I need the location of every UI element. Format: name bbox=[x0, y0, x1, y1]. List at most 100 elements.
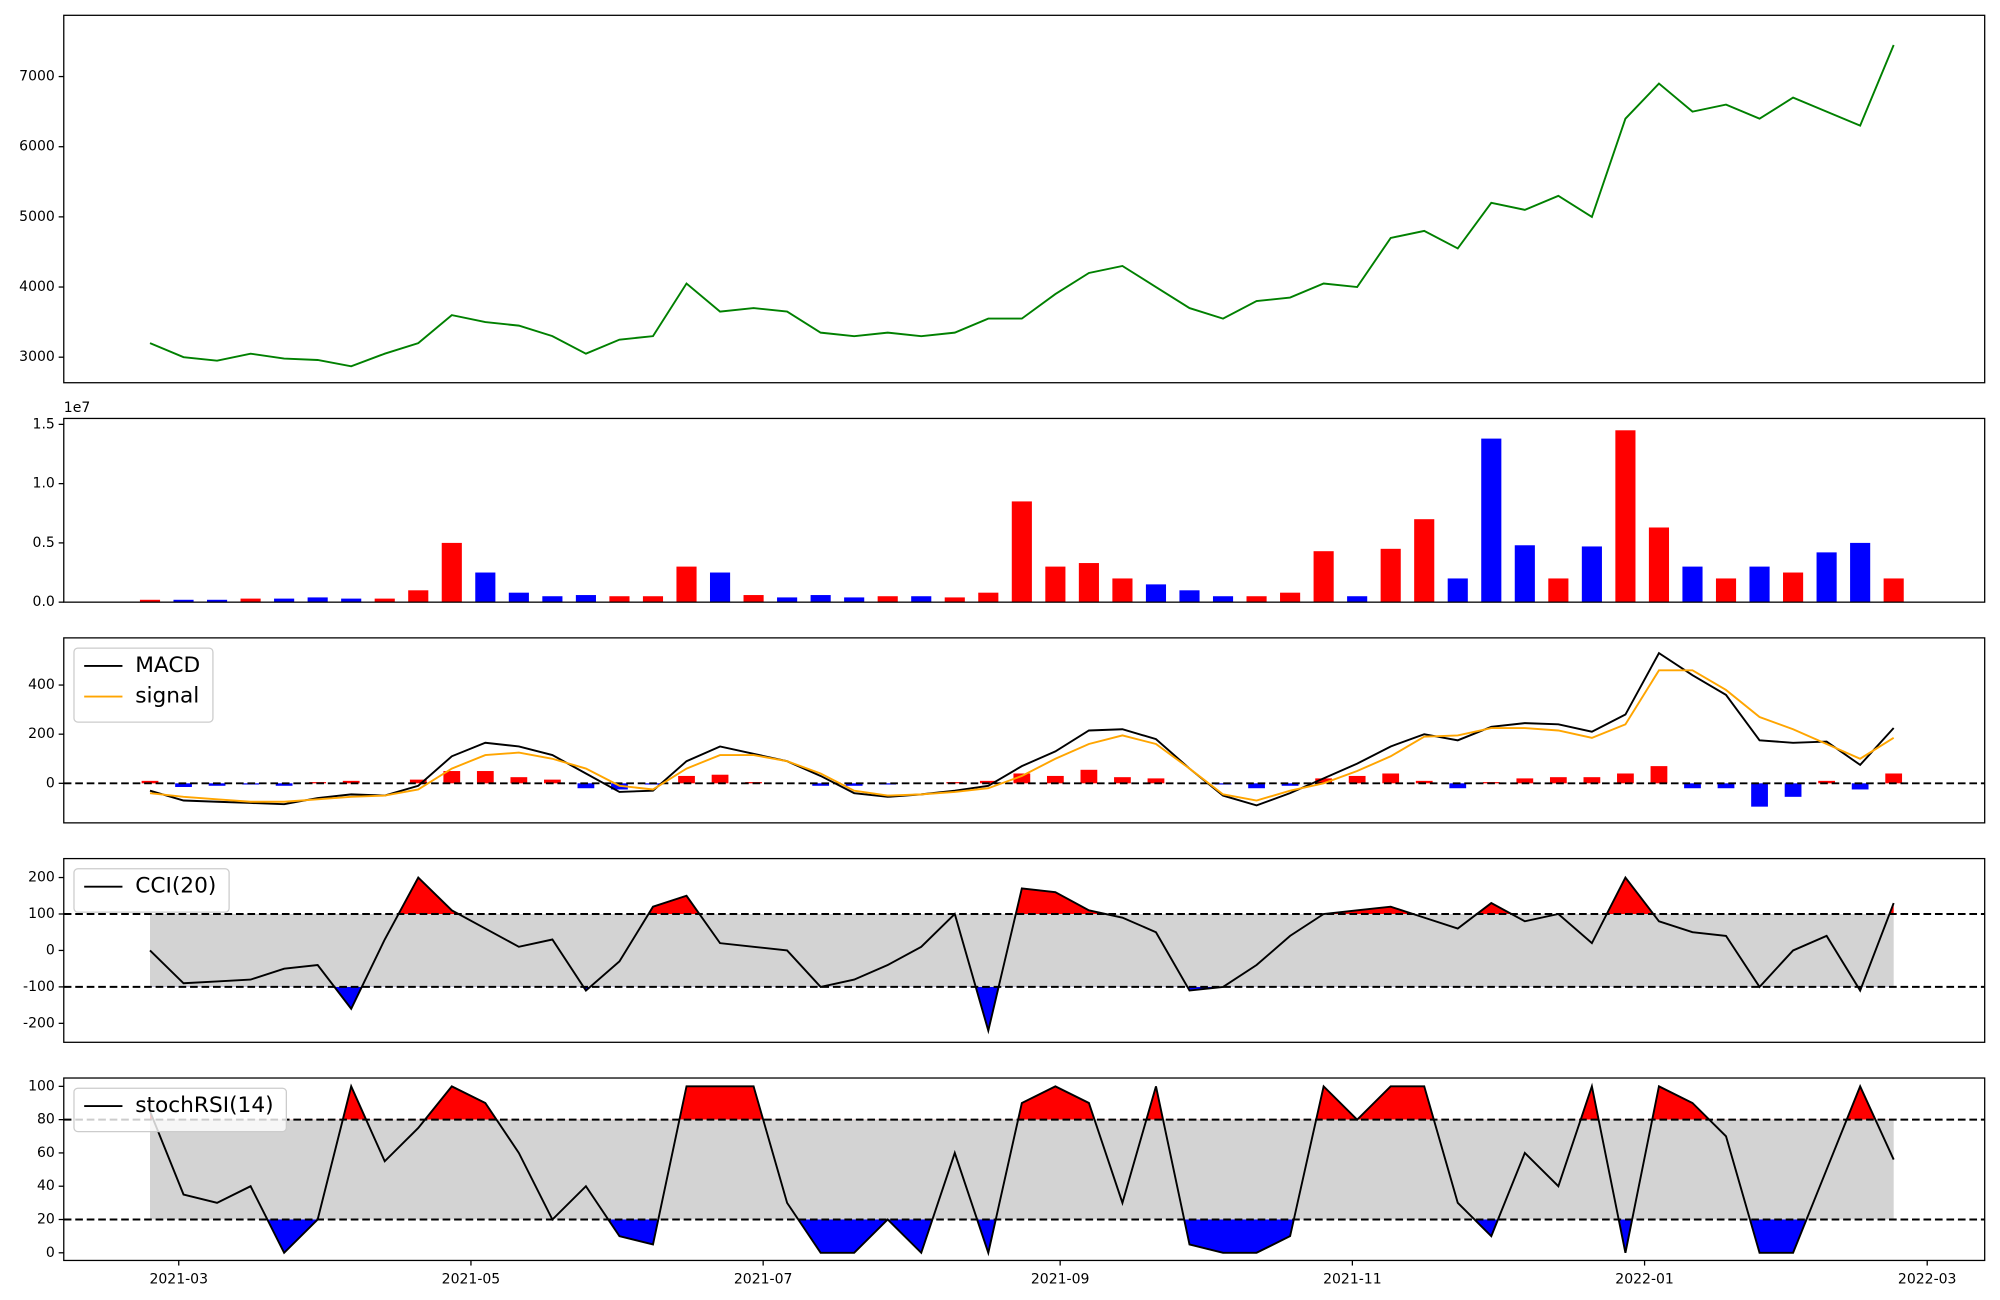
bar bbox=[1648, 527, 1670, 603]
bar bbox=[542, 596, 563, 603]
bar bbox=[139, 599, 161, 603]
legend: MACD signal bbox=[73, 647, 214, 723]
bar bbox=[1682, 566, 1703, 603]
bar bbox=[408, 590, 429, 603]
bar bbox=[978, 592, 999, 603]
axis-offset-label: 1e7 bbox=[64, 400, 90, 416]
bar bbox=[441, 542, 462, 603]
y-tick-label: 0 bbox=[46, 942, 55, 958]
bar bbox=[307, 597, 328, 603]
legend-box bbox=[73, 868, 230, 913]
histogram-bar bbox=[1784, 783, 1802, 797]
bar bbox=[1078, 563, 1099, 603]
x-tick-label: 2021-11 bbox=[1323, 1272, 1382, 1288]
legend-label: signal bbox=[135, 684, 199, 709]
series-line bbox=[149, 669, 1895, 803]
histogram-bar bbox=[1415, 780, 1433, 784]
axes-frame bbox=[63, 417, 1986, 603]
plot-area bbox=[63, 651, 1985, 807]
above-fill bbox=[150, 1086, 1876, 1120]
y-tick-label: 4000 bbox=[19, 279, 55, 295]
y-tick-label: 0.5 bbox=[33, 535, 55, 551]
bar bbox=[1212, 596, 1234, 603]
y-tick-label: 100 bbox=[28, 906, 55, 922]
bar bbox=[1045, 566, 1066, 603]
y-tick-label: 400 bbox=[28, 677, 55, 693]
y-tick-label: 80 bbox=[37, 1112, 55, 1128]
y-tick-label: 100 bbox=[28, 1078, 55, 1094]
bar bbox=[341, 598, 362, 603]
histogram-bar bbox=[1684, 783, 1701, 789]
neutral-band bbox=[150, 1119, 1894, 1220]
bar bbox=[1783, 572, 1804, 603]
series-line bbox=[149, 1082, 1895, 1257]
series-line bbox=[149, 651, 1895, 807]
histogram-bar bbox=[409, 779, 427, 784]
series-line bbox=[149, 44, 1895, 368]
plot-area bbox=[63, 875, 1985, 1035]
legend: CCI(20) bbox=[73, 868, 230, 913]
histogram-bar bbox=[175, 783, 192, 787]
y-tick-label: 3000 bbox=[19, 349, 55, 365]
series-line bbox=[149, 875, 1895, 1035]
bar bbox=[1581, 546, 1602, 603]
histogram-bar bbox=[1147, 778, 1165, 784]
histogram-bar bbox=[1549, 777, 1567, 784]
histogram-bar bbox=[1348, 775, 1366, 784]
x-tick-label: 2021-05 bbox=[442, 1272, 501, 1288]
y-tick-label: 200 bbox=[28, 726, 55, 742]
bar bbox=[1145, 584, 1167, 603]
histogram-bar bbox=[1717, 783, 1735, 789]
bar bbox=[709, 572, 731, 603]
bar bbox=[508, 592, 529, 603]
histogram-bar bbox=[845, 783, 863, 786]
histogram-bar bbox=[342, 780, 360, 784]
bar bbox=[810, 595, 831, 603]
legend-box bbox=[73, 1087, 287, 1133]
histogram-bar bbox=[711, 774, 729, 784]
plot-area bbox=[149, 44, 1895, 368]
bar bbox=[1347, 596, 1368, 603]
bar bbox=[1246, 596, 1267, 603]
y-tick-label: 0 bbox=[46, 1245, 55, 1261]
x-tick-label: 2022-03 bbox=[1898, 1272, 1957, 1288]
y-tick-label: 1.0 bbox=[33, 476, 55, 492]
x-tick-label: 2021-09 bbox=[1031, 1272, 1090, 1288]
bar bbox=[743, 595, 764, 603]
bar bbox=[1883, 578, 1904, 603]
axes-frame bbox=[63, 857, 1986, 1043]
neutral-band bbox=[150, 913, 1894, 987]
y-tick-label: 40 bbox=[37, 1178, 55, 1194]
bar bbox=[1414, 519, 1435, 603]
legend-label: CCI(20) bbox=[135, 874, 216, 899]
x-tick-label: 2021-07 bbox=[734, 1272, 793, 1288]
bar bbox=[877, 596, 898, 603]
histogram-bar bbox=[1583, 777, 1601, 784]
histogram-bar bbox=[1650, 766, 1668, 784]
bar bbox=[944, 597, 965, 603]
y-tick-label: 20 bbox=[37, 1212, 55, 1228]
bar bbox=[609, 596, 630, 603]
histogram-bar bbox=[141, 780, 159, 784]
bar bbox=[1447, 578, 1468, 603]
bar bbox=[777, 597, 798, 603]
histogram-bar bbox=[812, 783, 830, 786]
y-tick-label: 0 bbox=[46, 775, 55, 791]
histogram-bar bbox=[1751, 783, 1768, 807]
histogram-bar bbox=[879, 783, 897, 785]
bar bbox=[173, 599, 194, 603]
bar bbox=[1481, 438, 1502, 603]
y-tick-label: 60 bbox=[37, 1145, 55, 1161]
bar bbox=[475, 572, 496, 603]
plot-area bbox=[63, 1082, 1985, 1257]
bar bbox=[240, 598, 261, 603]
histogram-bar bbox=[1851, 783, 1869, 790]
histogram-bar bbox=[678, 775, 695, 784]
histogram-bar bbox=[1315, 778, 1333, 784]
histogram-bar bbox=[1046, 775, 1064, 784]
histogram-bar bbox=[1516, 778, 1534, 784]
bar bbox=[1850, 542, 1871, 603]
bar bbox=[676, 566, 697, 603]
legend: stochRSI(14) bbox=[73, 1087, 287, 1133]
